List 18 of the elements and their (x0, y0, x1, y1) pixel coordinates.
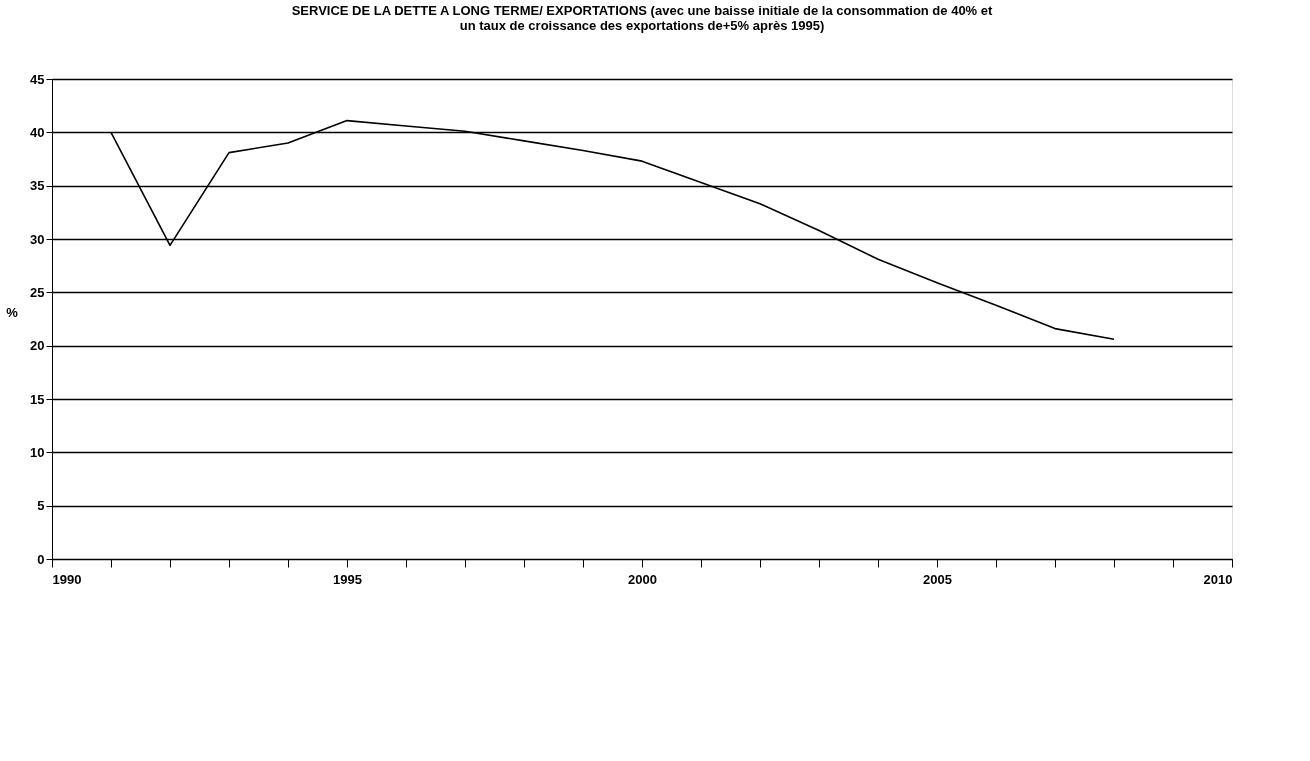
x-tick-label: 2005 (923, 571, 952, 587)
y-tick-label: 0 (37, 551, 45, 567)
y-tick-label: 20 (30, 338, 45, 354)
x-tick-label: 1990 (52, 571, 82, 587)
y-tick-label: 30 (30, 231, 45, 247)
y-tick-label: 45 (30, 71, 45, 87)
y-tick-label: 15 (30, 391, 45, 407)
y-tick-label: 35 (30, 178, 45, 194)
text: SERVICE DE LA DETTE A LONG TERME/ EXPORTATIONS (avec une baisse initiale de la consommation de 40% et (291, 3, 993, 18)
x-tick-label: 2000 (628, 571, 657, 587)
text: un taux de croissance des exportations de+5% après 1995) (459, 18, 825, 33)
y-tick-label: 25 (30, 284, 45, 300)
x-tick-label: 1995 (333, 571, 362, 587)
y-tick-label: 40 (30, 124, 45, 140)
y-axis-title: % (6, 304, 19, 320)
y-tick-label: 10 (30, 444, 45, 460)
x-tick-label: 2010 (1203, 571, 1233, 587)
y-tick-label: 5 (37, 498, 45, 514)
